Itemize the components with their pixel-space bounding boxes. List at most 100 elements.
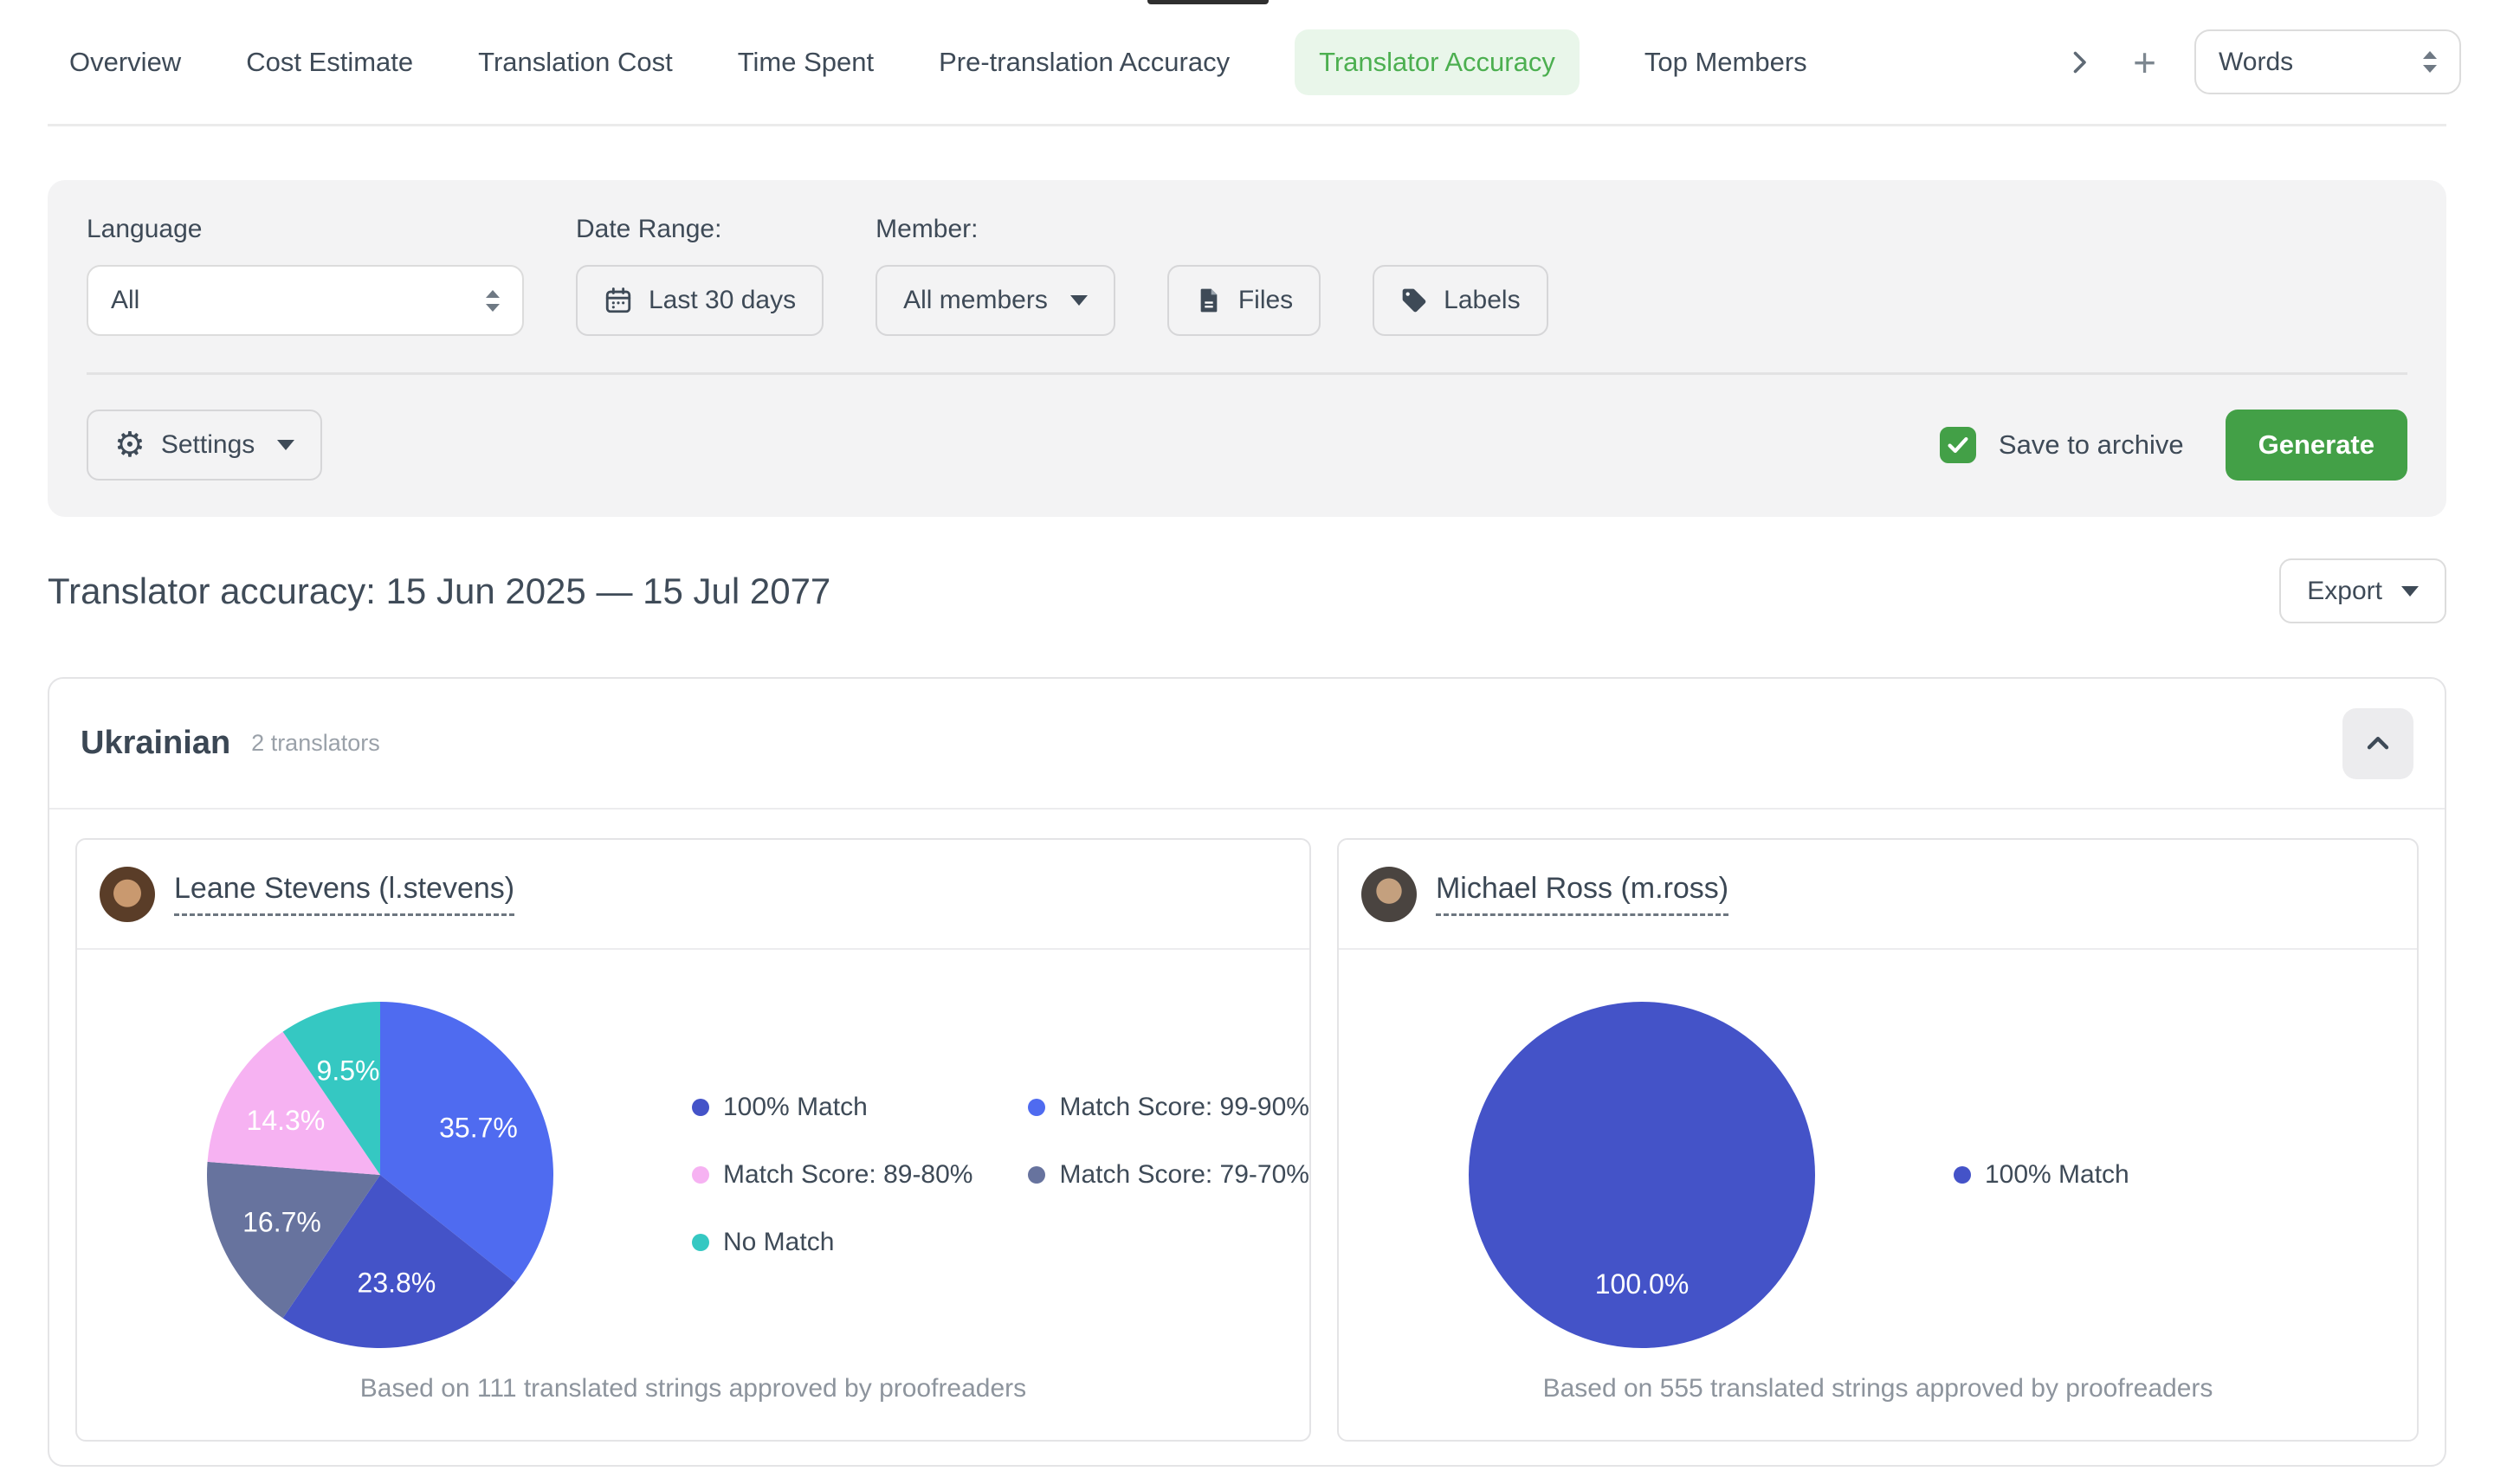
legend-item[interactable]: Match Score: 99-90% <box>1028 1093 1309 1122</box>
legend-label: Match Score: 99-90% <box>1059 1093 1309 1121</box>
avatar <box>1360 866 1417 922</box>
chart-footnote: Based on 111 translated strings approved… <box>359 1374 1027 1403</box>
save-to-archive-checkbox[interactable]: Save to archive <box>1939 427 2184 463</box>
pie-slice[interactable] <box>1468 1002 1815 1348</box>
language-select-value: All <box>111 286 140 314</box>
translator-name-link[interactable]: Michael Ross (m.ross) <box>1435 872 1729 916</box>
tab-overview[interactable]: Overview <box>69 46 182 77</box>
pie-slice[interactable] <box>282 1175 516 1349</box>
tabbar-divider <box>48 124 2446 126</box>
language-section-ukrainian: Ukrainian 2 translators Leane Stevens (l… <box>48 677 2446 1467</box>
tab-cost-estimate[interactable]: Cost Estimate <box>246 46 414 77</box>
legend-dot-icon <box>692 1234 709 1251</box>
language-section-header: Ukrainian 2 translators <box>49 679 2445 810</box>
legend-label: 100% Match <box>723 1093 868 1121</box>
translator-card-header: Leane Stevens (l.stevens) <box>77 840 1309 950</box>
tab-translation-cost[interactable]: Translation Cost <box>478 46 673 77</box>
tab-top-members[interactable]: Top Members <box>1644 46 1807 77</box>
member-select-button[interactable]: All members <box>875 265 1115 336</box>
chevron-down-icon <box>277 440 295 450</box>
translators-row: Leane Stevens (l.stevens) 35.7% 23.8% 16.7… <box>49 810 2445 1465</box>
language-name: Ukrainian <box>81 725 231 761</box>
avatar <box>100 866 155 922</box>
tab-translator-accuracy[interactable]: Translator Accuracy <box>1295 29 1580 95</box>
pie-slice[interactable] <box>207 1031 380 1175</box>
add-report-button[interactable]: + <box>2133 39 2156 85</box>
tab-pre-translation-accuracy[interactable]: Pre-translation Accuracy <box>939 46 1231 77</box>
legend-item[interactable]: Match Score: 89-80% <box>692 1160 972 1190</box>
pie-slice-label: 9.5% <box>317 1055 380 1087</box>
chart-legend: 100% Match Match Score: 99-90% Match Score… <box>692 1093 1309 1257</box>
language-filter-group: Language All <box>87 215 524 336</box>
translators-count: 2 translators <box>251 730 380 756</box>
labels-filter-button[interactable]: Labels <box>1373 265 1548 336</box>
translator-card: Michael Ross (m.ross) 100.0% 100% Match … <box>1336 838 2419 1442</box>
pie-slice[interactable] <box>282 1002 380 1175</box>
legend-item[interactable]: 100% Match <box>692 1093 972 1122</box>
labels-button-label: Labels <box>1444 286 1521 314</box>
pie-slice-label: 23.8% <box>358 1268 436 1299</box>
member-label: Member: <box>875 215 979 243</box>
member-select-value: All members <box>903 286 1048 314</box>
more-tabs-chevron-right-icon[interactable] <box>2064 47 2095 78</box>
legend-item[interactable]: Match Score: 79-70% <box>1028 1160 1309 1190</box>
page-title: Translator accuracy: 15 Jun 2025 — 15 Ju… <box>48 570 831 611</box>
date-range-label: Date Range: <box>576 215 722 243</box>
top-edge-artifact <box>1147 0 1269 4</box>
accuracy-pie-chart[interactable]: 35.7% 23.8% 16.7% 14.3% 9.5% <box>203 997 558 1352</box>
chart-legend: 100% Match <box>1953 1160 2185 1190</box>
checkbox-box <box>1939 427 1976 463</box>
translator-card: Leane Stevens (l.stevens) 35.7% 23.8% 16.7… <box>75 838 1311 1442</box>
generate-button[interactable]: Generate <box>2225 410 2407 481</box>
pie-slice-label: 100.0% <box>1595 1268 1690 1300</box>
export-button[interactable]: Export <box>2279 558 2446 623</box>
legend-item[interactable]: 100% Match <box>1953 1160 2129 1190</box>
date-range-filter-group: Date Range: Last 30 days <box>576 215 824 336</box>
tab-time-spent[interactable]: Time Spent <box>737 46 875 77</box>
legend-dot-icon <box>692 1166 709 1184</box>
language-select[interactable]: All <box>87 265 524 336</box>
settings-button[interactable]: ⚙ Settings <box>87 410 323 481</box>
report-unit-select[interactable]: Words <box>2194 29 2461 94</box>
date-range-button[interactable]: Last 30 days <box>576 265 824 336</box>
legend-label: Match Score: 79-70% <box>1059 1160 1309 1189</box>
accuracy-pie-chart[interactable]: 100.0% <box>1464 997 1819 1352</box>
export-button-label: Export <box>2307 576 2382 605</box>
legend-item[interactable]: No Match <box>692 1228 972 1257</box>
collapse-section-button[interactable] <box>2342 707 2413 779</box>
pie-slice[interactable] <box>380 1002 554 1283</box>
chart-footnote: Based on 555 translated strings approved… <box>1542 1374 2213 1403</box>
legend-label: 100% Match <box>1984 1160 2129 1189</box>
tag-icon <box>1400 287 1428 314</box>
save-to-archive-label: Save to archive <box>1998 429 2184 460</box>
chevron-up-icon <box>2367 736 2389 749</box>
chevron-down-icon <box>2401 585 2419 597</box>
settings-button-label: Settings <box>160 430 255 459</box>
legend-dot-icon <box>1028 1166 1046 1184</box>
legend-dot-icon <box>1028 1099 1046 1116</box>
chevron-down-icon <box>1069 295 1088 306</box>
filter-panel-divider <box>87 372 2407 375</box>
legend-label: Match Score: 89-80% <box>723 1160 973 1189</box>
accuracy-chart-row: 35.7% 23.8% 16.7% 14.3% 9.5% 100% Match Match… <box>203 997 1309 1352</box>
accuracy-chart-row: 100.0% 100% Match <box>1464 997 2417 1352</box>
tabbar-right-group: + Words <box>2064 29 2461 94</box>
member-filter-group: Member: All members <box>875 215 1115 336</box>
report-unit-value: Words <box>2219 47 2294 76</box>
pie-slice[interactable] <box>207 1161 380 1319</box>
pie-slice-label: 35.7% <box>439 1112 518 1143</box>
filter-panel: Language All Date Range: <box>48 180 2446 517</box>
files-button-label: Files <box>1237 286 1294 314</box>
select-updown-icon <box>2423 51 2437 73</box>
date-range-value: Last 30 days <box>649 286 797 314</box>
legend-dot-icon <box>1953 1166 1971 1184</box>
legend-label: No Match <box>723 1228 835 1256</box>
document-icon <box>1195 287 1223 314</box>
translator-card-header: Michael Ross (m.ross) <box>1338 840 2417 950</box>
checkmark-icon <box>1948 437 1968 453</box>
pie-slice-label: 14.3% <box>247 1105 326 1136</box>
files-filter-button[interactable]: Files <box>1166 265 1321 336</box>
labels-filter-group: Labels <box>1373 265 1548 336</box>
translator-name-link[interactable]: Leane Stevens (l.stevens) <box>174 872 515 916</box>
